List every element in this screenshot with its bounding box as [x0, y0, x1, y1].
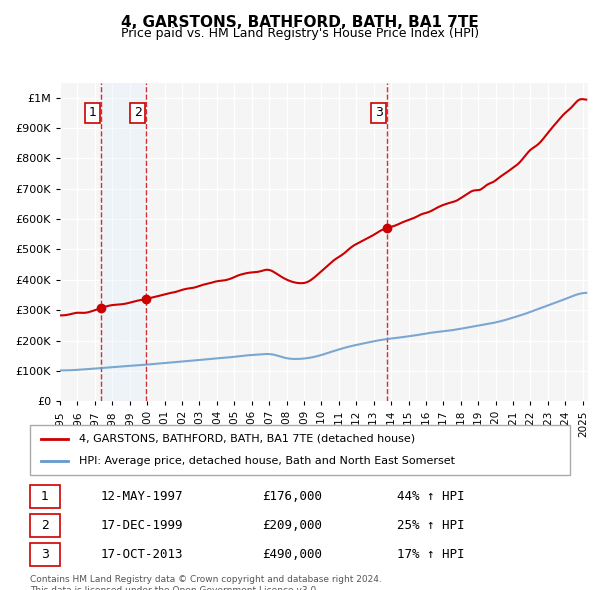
Text: 25% ↑ HPI: 25% ↑ HPI — [397, 519, 465, 532]
Text: £490,000: £490,000 — [262, 548, 322, 562]
FancyBboxPatch shape — [30, 514, 60, 537]
Text: 1: 1 — [41, 490, 49, 503]
Text: £176,000: £176,000 — [262, 490, 322, 503]
Text: 2: 2 — [134, 106, 142, 119]
FancyBboxPatch shape — [30, 485, 60, 508]
Text: Contains HM Land Registry data © Crown copyright and database right 2024.
This d: Contains HM Land Registry data © Crown c… — [30, 575, 382, 590]
Text: 3: 3 — [375, 106, 383, 119]
Text: 17% ↑ HPI: 17% ↑ HPI — [397, 548, 465, 562]
FancyBboxPatch shape — [30, 425, 570, 475]
Text: Price paid vs. HM Land Registry's House Price Index (HPI): Price paid vs. HM Land Registry's House … — [121, 27, 479, 40]
Text: 4, GARSTONS, BATHFORD, BATH, BA1 7TE: 4, GARSTONS, BATHFORD, BATH, BA1 7TE — [121, 15, 479, 30]
Text: 3: 3 — [41, 548, 49, 562]
Text: £209,000: £209,000 — [262, 519, 322, 532]
Text: 44% ↑ HPI: 44% ↑ HPI — [397, 490, 465, 503]
Text: 17-OCT-2013: 17-OCT-2013 — [100, 548, 182, 562]
Text: 2: 2 — [41, 519, 49, 532]
FancyBboxPatch shape — [30, 543, 60, 566]
Text: 17-DEC-1999: 17-DEC-1999 — [100, 519, 182, 532]
Text: 1: 1 — [88, 106, 97, 119]
Text: HPI: Average price, detached house, Bath and North East Somerset: HPI: Average price, detached house, Bath… — [79, 456, 455, 466]
Text: 12-MAY-1997: 12-MAY-1997 — [100, 490, 182, 503]
Bar — [101, 83, 146, 401]
Text: 4, GARSTONS, BATHFORD, BATH, BA1 7TE (detached house): 4, GARSTONS, BATHFORD, BATH, BA1 7TE (de… — [79, 434, 415, 444]
